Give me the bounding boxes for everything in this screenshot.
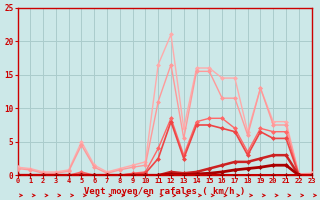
X-axis label: Vent moyen/en rafales ( km/h ): Vent moyen/en rafales ( km/h ) [84,187,245,196]
